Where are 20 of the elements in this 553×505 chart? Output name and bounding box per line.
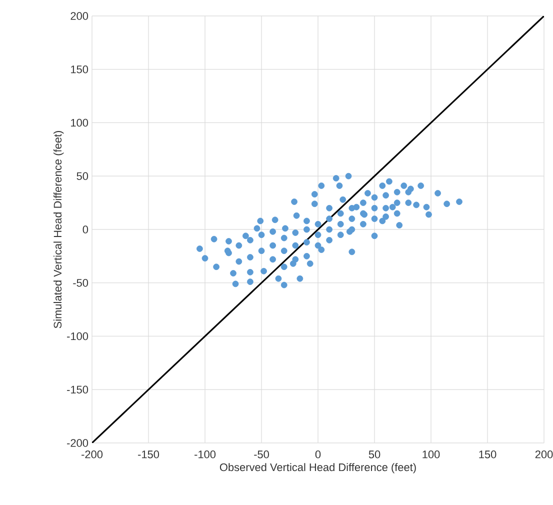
x-tick-label: -200: [82, 450, 103, 458]
x-tick-label: 100: [422, 450, 440, 458]
x-tick-label: -100: [194, 450, 216, 458]
y-axis-title: Simulated Vertical Head Difference (feet): [54, 131, 64, 328]
y-tick-label: 0: [82, 226, 88, 234]
y-tick-label: -150: [67, 386, 88, 394]
y-tick-label: 200: [70, 12, 88, 20]
x-tick-label: -50: [254, 450, 269, 458]
y-tick-label: 150: [71, 65, 88, 74]
x-tick-label: -150: [138, 450, 160, 458]
y-tick-label: 50: [76, 172, 88, 180]
y-tick-label: -200: [67, 439, 88, 447]
y-tick-label: 100: [71, 118, 88, 127]
x-tick-label: 50: [368, 450, 380, 458]
y-tick-label: -100: [67, 332, 88, 340]
x-tick-label: 150: [479, 450, 496, 458]
y-tick-label: -50: [73, 278, 88, 287]
x-axis-title: Observed Vertical Head Difference (feet): [220, 463, 416, 474]
x-tick-label: 200: [535, 450, 553, 458]
x-tick-label: 0: [315, 450, 321, 458]
